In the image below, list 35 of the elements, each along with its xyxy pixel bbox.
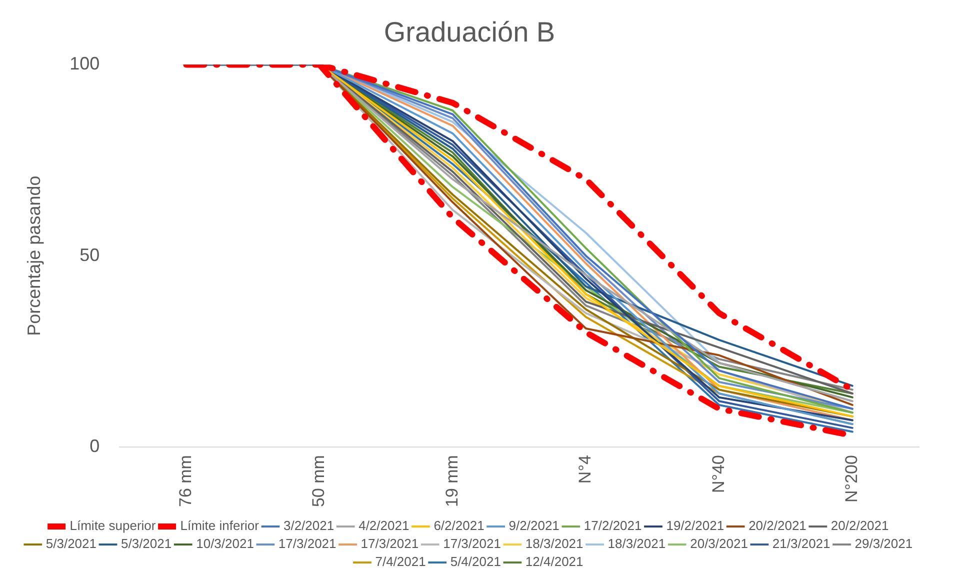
x-tick-label: 19 mm (442, 455, 462, 508)
legend-label: Límite inferior (180, 518, 260, 534)
x-tick-label: 50 mm (309, 455, 328, 508)
legend-label: 17/3/2021 (278, 536, 336, 552)
legend-label: 18/3/2021 (608, 536, 666, 552)
legend-label: 19/2/2021 (666, 518, 724, 534)
legend-label: 3/2/2021 (283, 518, 334, 534)
legend-label: 6/2/2021 (434, 518, 484, 534)
legend-label: 5/3/2021 (121, 536, 172, 552)
x-tick-label: 76 mm (176, 455, 195, 508)
y-axis-title: Porcentaje pasando (24, 176, 44, 336)
x-tick-label: N°40 (708, 455, 728, 494)
legend-label: 17/2/2021 (584, 518, 642, 534)
legend-label: 5/3/2021 (46, 536, 97, 552)
legend-label: 17/3/2021 (443, 536, 501, 552)
legend-label: 29/3/2021 (854, 536, 913, 552)
legend-label: 12/4/2021 (525, 554, 584, 570)
y-tick-label: 50 (80, 244, 100, 265)
legend-label: 9/2/2021 (508, 518, 560, 534)
legend-label: 18/3/2021 (525, 536, 584, 552)
legend-label: 7/4/2021 (375, 554, 426, 570)
legend-label: 10/3/2021 (196, 536, 254, 552)
x-tick-label: N°200 (842, 455, 862, 502)
legend-label: 20/2/2021 (748, 518, 806, 534)
legend-label: 21/3/2021 (772, 536, 830, 552)
legend-label: 17/3/2021 (360, 536, 419, 552)
legend-label: 20/2/2021 (830, 518, 889, 534)
y-tick-label: 0 (90, 436, 100, 456)
y-tick-label: 100 (70, 54, 100, 74)
legend-label: 5/4/2021 (450, 554, 501, 570)
chart-title: Graduación B (384, 16, 556, 48)
legend-label: 20/3/2021 (690, 536, 748, 552)
legend-label: 4/2/2021 (358, 518, 410, 534)
legend-label: Límite superior (70, 518, 156, 534)
x-tick-label: N°4 (576, 455, 595, 484)
